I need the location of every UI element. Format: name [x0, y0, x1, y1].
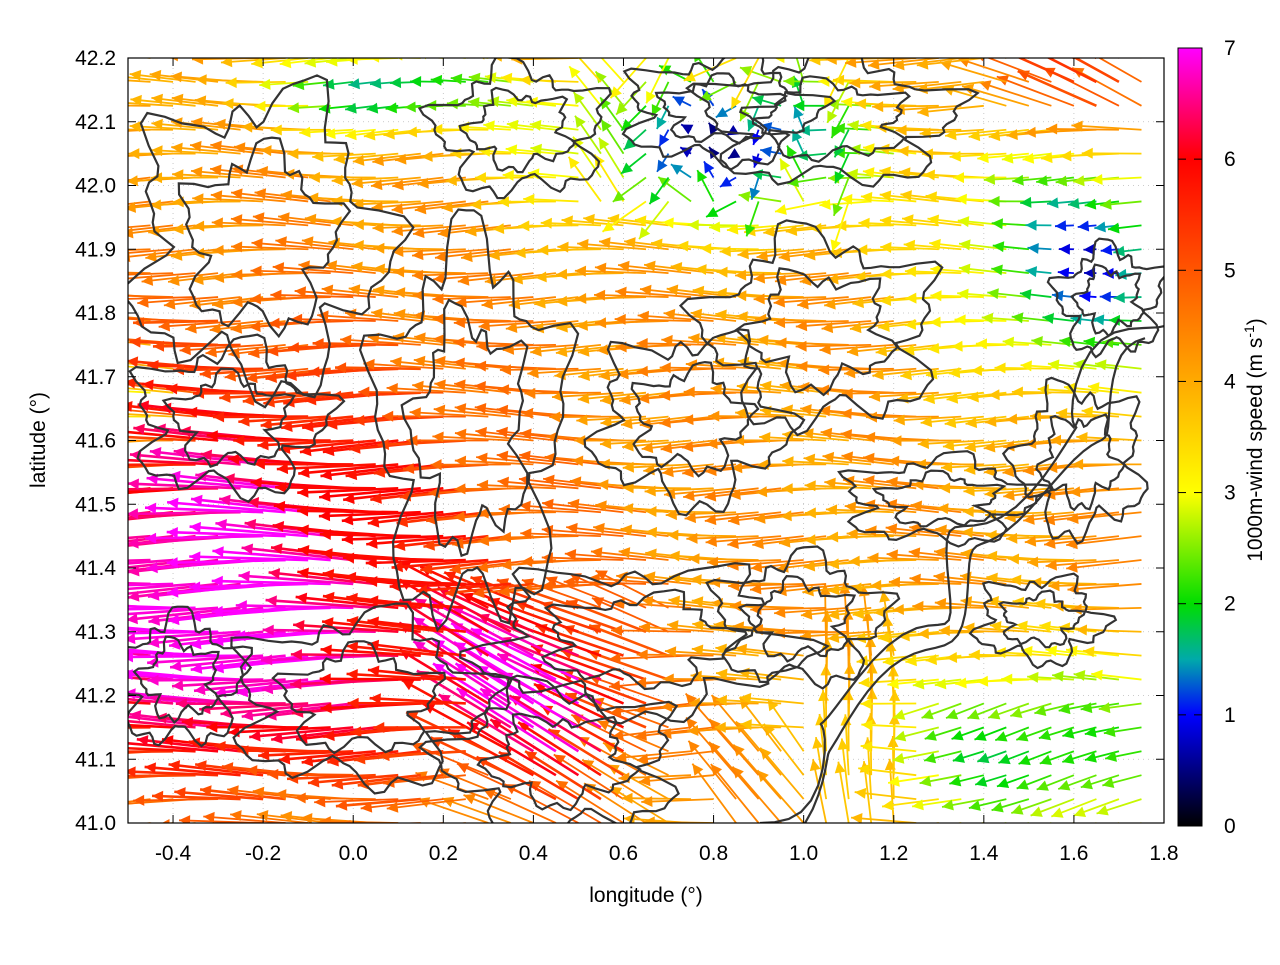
wind-vector	[18, 534, 128, 545]
colorbar	[1178, 48, 1202, 826]
wind-vector	[646, 33, 691, 58]
wind-vector	[63, 414, 128, 425]
y-tick-label: 41.4	[75, 557, 116, 580]
wind-vector	[1047, 17, 1119, 58]
colorbar-tick-label: 2	[1224, 593, 1236, 616]
wind-vector	[122, 823, 196, 835]
wind-vector	[21, 592, 128, 608]
colorbar-tick-label: 0	[1224, 815, 1236, 838]
x-tick-label: 0.8	[699, 842, 728, 865]
y-tick-label: 42.1	[75, 111, 116, 134]
x-tick-label: 1.6	[1059, 842, 1088, 865]
y-tick-label: 41.8	[75, 302, 116, 325]
colorbar-label-close: )	[1244, 318, 1267, 325]
wind-vector	[960, 823, 1006, 835]
colorbar-tick-label: 4	[1224, 370, 1236, 393]
wind-vector	[729, 37, 781, 58]
wind-vector	[127, 46, 195, 58]
x-tick-label: 0.2	[429, 842, 458, 865]
wind-vector	[45, 775, 128, 789]
wind-vector	[363, 823, 444, 834]
wind-vector	[876, 823, 939, 836]
wind-vector	[904, 823, 962, 835]
x-tick-label: 1.4	[969, 842, 999, 865]
colorbar-tick-label: 3	[1224, 482, 1236, 505]
y-axis-label: latitude (°)	[27, 392, 50, 488]
wind-vector	[555, 12, 601, 58]
y-tick-label: 41.1	[75, 748, 116, 771]
wind-vector	[1004, 823, 1051, 839]
colorbar-label: 1000m-wind speed (m s-1)	[1241, 318, 1267, 562]
colorbar-label-sup: -1	[1241, 325, 1257, 338]
wind-vector	[457, 48, 511, 59]
wind-vector	[1023, 823, 1074, 842]
wind-vector	[1020, 16, 1096, 58]
wind-vector	[997, 18, 1074, 58]
wind-vector	[52, 201, 128, 212]
x-tick-label: -0.4	[155, 842, 192, 865]
wind-vector	[984, 823, 1029, 836]
y-tick-label: 41.6	[75, 430, 116, 453]
y-tick-label: 41.5	[75, 493, 116, 516]
x-tick-label: 1.0	[789, 842, 818, 865]
wind-vector	[107, 46, 173, 58]
y-tick-label: 41.2	[75, 685, 116, 708]
colorbar-tick-label: 7	[1224, 37, 1236, 60]
wind-vector	[141, 822, 219, 833]
wind-vector	[687, 11, 714, 58]
y-tick-label: 41.7	[75, 366, 116, 389]
wind-vector	[39, 464, 128, 479]
x-tick-label: 0.6	[609, 842, 638, 865]
colorbar-tick-label: 1	[1224, 704, 1236, 727]
x-axis-label: longitude (°)	[589, 884, 702, 907]
wind-vector	[52, 154, 128, 167]
wind-vector	[35, 726, 128, 737]
wind-vector	[53, 222, 128, 233]
wind-vector	[61, 334, 128, 345]
wind-vector	[933, 823, 984, 834]
x-tick-label: 0.0	[339, 842, 368, 865]
x-tick-label: 1.2	[879, 842, 908, 865]
y-tick-label: 41.0	[75, 812, 116, 835]
colorbar-tick-label: 6	[1224, 148, 1236, 171]
colorbar-label-main: 1000m-wind speed (m s	[1244, 338, 1267, 562]
x-tick-label: 1.8	[1149, 842, 1178, 865]
x-tick-label: -0.2	[245, 842, 281, 865]
colorbar-tick-label: 5	[1224, 259, 1236, 282]
wind-vector	[388, 823, 465, 836]
wind-vector	[1074, 21, 1141, 58]
wind-vector	[27, 669, 128, 680]
y-tick-label: 42.2	[75, 47, 116, 70]
y-tick-label: 41.3	[75, 621, 116, 644]
wind-vector	[941, 34, 1007, 58]
wind-vector	[959, 30, 1029, 58]
wind-vector	[438, 48, 489, 59]
wind-vector	[55, 263, 128, 274]
x-tick-label: 0.4	[519, 842, 549, 865]
wind-vector	[55, 76, 128, 87]
y-tick-label: 42.0	[75, 175, 116, 198]
wind-vector	[787, 7, 803, 58]
wind-vector	[1089, 823, 1141, 844]
wind-vector	[977, 24, 1052, 58]
wind-vector	[582, 16, 624, 58]
wind-vector	[57, 285, 128, 297]
wind-vector	[146, 48, 218, 59]
wind-vector	[48, 799, 128, 812]
y-tick-label: 41.9	[75, 238, 116, 261]
